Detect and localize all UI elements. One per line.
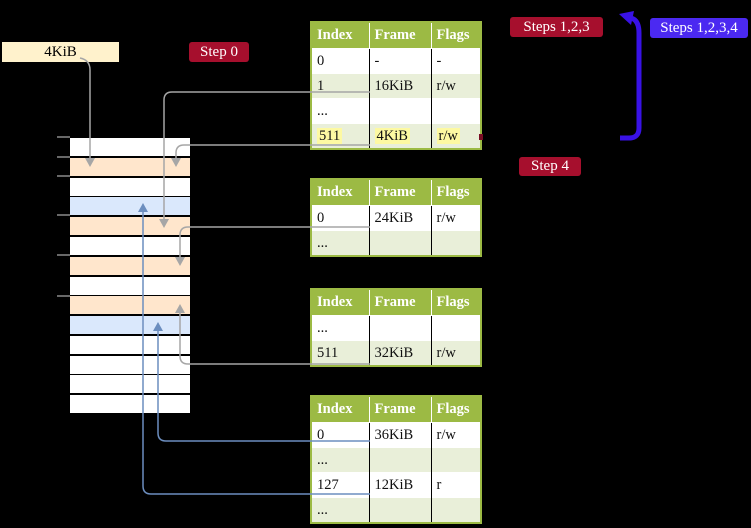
badge-steps-1-2-3-4: Steps 1,2,3,4 bbox=[650, 18, 748, 38]
physical-memory-stack bbox=[70, 138, 190, 415]
badge-step-4-label: Step 4 bbox=[531, 158, 569, 174]
memory-row-7-peach bbox=[70, 257, 190, 275]
column-header-flags: Flags bbox=[431, 179, 481, 206]
memory-row-3-white bbox=[70, 178, 190, 196]
table-cell bbox=[368, 98, 431, 124]
table-row: ... bbox=[311, 98, 481, 124]
memory-row-5-peach bbox=[70, 217, 190, 235]
badge-steps-1-2-3-4-label: Steps 1,2,3,4 bbox=[660, 19, 738, 36]
table-cell: 0 bbox=[311, 205, 369, 231]
table-cell bbox=[430, 497, 481, 523]
column-header-frame: Frame bbox=[369, 396, 432, 423]
table-cell: r/w bbox=[430, 205, 481, 231]
table-row: ... bbox=[311, 447, 481, 473]
table-cell bbox=[430, 230, 481, 256]
badge-step-4: Step 4 bbox=[519, 157, 581, 176]
highlighted-value: r/w bbox=[436, 127, 460, 144]
badge-steps-1-2-3-label: Steps 1,2,3 bbox=[523, 18, 590, 35]
table-cell: 16KiB bbox=[368, 73, 431, 99]
column-header-frame: Frame bbox=[369, 179, 432, 206]
table-cell: r/w bbox=[430, 73, 481, 99]
table-cell: r bbox=[430, 472, 481, 498]
table-row: ... bbox=[311, 230, 481, 256]
table-cell: 12KiB bbox=[368, 472, 431, 498]
table-cell: ... bbox=[311, 447, 369, 473]
table-row: ... bbox=[311, 497, 481, 523]
frame-size-label-box: 4KiB bbox=[2, 42, 119, 62]
column-header-flags: Flags bbox=[431, 396, 481, 423]
table-cell: r/w bbox=[430, 123, 481, 149]
highlighted-value: 511 bbox=[317, 127, 343, 144]
table-cell: ... bbox=[311, 497, 369, 523]
table-row: 511 32KiB r/w bbox=[311, 340, 481, 366]
table-row: 0 24KiB r/w bbox=[311, 205, 481, 231]
table-cell: 4KiB bbox=[368, 123, 431, 149]
table-cell: 1 bbox=[311, 73, 369, 99]
table-cell bbox=[430, 447, 481, 473]
table-cell: 511 bbox=[311, 123, 369, 149]
column-header-index: Index bbox=[311, 396, 370, 423]
table-cell: r/w bbox=[430, 340, 481, 366]
table-row: 127 12KiB r bbox=[311, 472, 481, 498]
column-header-flags: Flags bbox=[431, 22, 481, 49]
memory-row-4-blue bbox=[70, 197, 190, 215]
table-cell: 0 bbox=[311, 48, 369, 74]
table-cell: r/w bbox=[430, 422, 481, 448]
badge-steps-1-2-3: Steps 1,2,3 bbox=[510, 17, 603, 37]
memory-row-13-white bbox=[70, 375, 190, 393]
table-cell bbox=[430, 98, 481, 124]
table-cell bbox=[430, 315, 481, 341]
column-header-frame: Frame bbox=[369, 22, 432, 49]
highlighted-value: 4KiB bbox=[374, 127, 410, 144]
memory-row-1-white bbox=[70, 138, 190, 156]
memory-row-10-blue bbox=[70, 316, 190, 334]
recursive-loop-arrow bbox=[619, 11, 642, 141]
table-cell bbox=[368, 230, 431, 256]
column-header-index: Index bbox=[311, 289, 370, 316]
page-table-3: Index Frame Flags... 511 32KiB r/w bbox=[310, 288, 482, 367]
table-row: 0 36KiB r/w bbox=[311, 422, 481, 448]
table-cell: - bbox=[368, 48, 431, 74]
memory-row-12-white bbox=[70, 356, 190, 374]
page-table-4: Index Frame Flags 0 36KiB r/w... 127 12KiB r... bbox=[310, 395, 482, 524]
memory-row-6-white bbox=[70, 237, 190, 255]
table-cell: 511 bbox=[311, 340, 369, 366]
badge-step-0-label: Step 0 bbox=[200, 43, 238, 60]
table-cell: 36KiB bbox=[368, 422, 431, 448]
memory-row-8-white bbox=[70, 277, 190, 295]
table-cell: 0 bbox=[311, 422, 369, 448]
column-header-frame: Frame bbox=[369, 289, 432, 316]
table-row: ... bbox=[311, 315, 481, 341]
column-header-index: Index bbox=[311, 179, 370, 206]
table-cell: ... bbox=[311, 230, 369, 256]
memory-row-9-peach bbox=[70, 296, 190, 314]
memory-row-2-peach bbox=[70, 158, 190, 176]
table-cell: 127 bbox=[311, 472, 369, 498]
table-cell bbox=[368, 497, 431, 523]
page-table-2: Index Frame Flags 0 24KiB r/w... bbox=[310, 178, 482, 257]
table-cell: ... bbox=[311, 315, 369, 341]
table-cell bbox=[368, 447, 431, 473]
memory-row-11-white bbox=[70, 336, 190, 354]
page-table-1: Index Frame Flags 0- -1 16KiB r/w... 511 4KiB r/w bbox=[310, 21, 482, 150]
table-cell bbox=[368, 315, 431, 341]
badge-step-0: Step 0 bbox=[189, 42, 249, 62]
table-cell: 32KiB bbox=[368, 340, 431, 366]
column-header-index: Index bbox=[311, 22, 370, 49]
column-header-flags: Flags bbox=[431, 289, 481, 316]
table-row: 511 4KiB r/w bbox=[311, 123, 481, 149]
table-row: 0-- bbox=[311, 48, 481, 74]
frame-size-label: 4KiB bbox=[44, 43, 77, 60]
memory-tick-marks bbox=[57, 136, 70, 297]
table-row: 1 16KiB r/w bbox=[311, 73, 481, 99]
table-cell: ... bbox=[311, 98, 369, 124]
table-cell: 24KiB bbox=[368, 205, 431, 231]
table-cell: - bbox=[430, 48, 481, 74]
memory-row-14-white bbox=[70, 395, 190, 413]
